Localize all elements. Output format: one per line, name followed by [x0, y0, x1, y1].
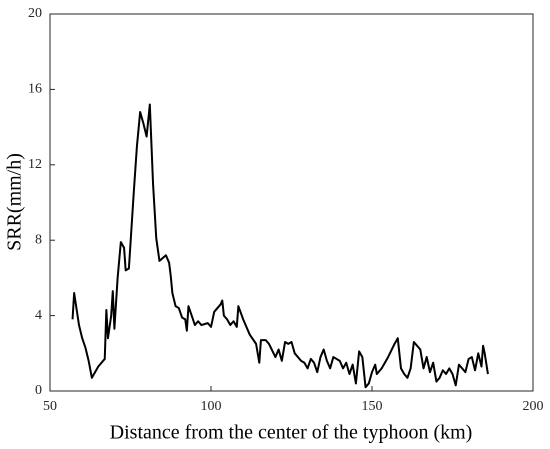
y-tick-label: 4 — [35, 308, 42, 323]
y-tick-label: 20 — [28, 6, 42, 21]
plot-frame — [49, 13, 534, 392]
y-tick-label: 12 — [28, 157, 42, 172]
x-tick-label: 50 — [43, 399, 57, 414]
y-tick-label: 0 — [35, 383, 42, 398]
x-tick-label: 100 — [201, 399, 222, 414]
x-tick-label: 200 — [523, 399, 544, 414]
data-line — [71, 103, 489, 389]
x-axis-label: Distance from the center of the typhoon … — [110, 422, 473, 444]
y-tick-label: 8 — [35, 232, 42, 247]
y-tick-label: 16 — [28, 82, 42, 97]
x-tick-label: 150 — [362, 399, 383, 414]
y-axis-label: SRR(mm/h) — [4, 153, 26, 251]
